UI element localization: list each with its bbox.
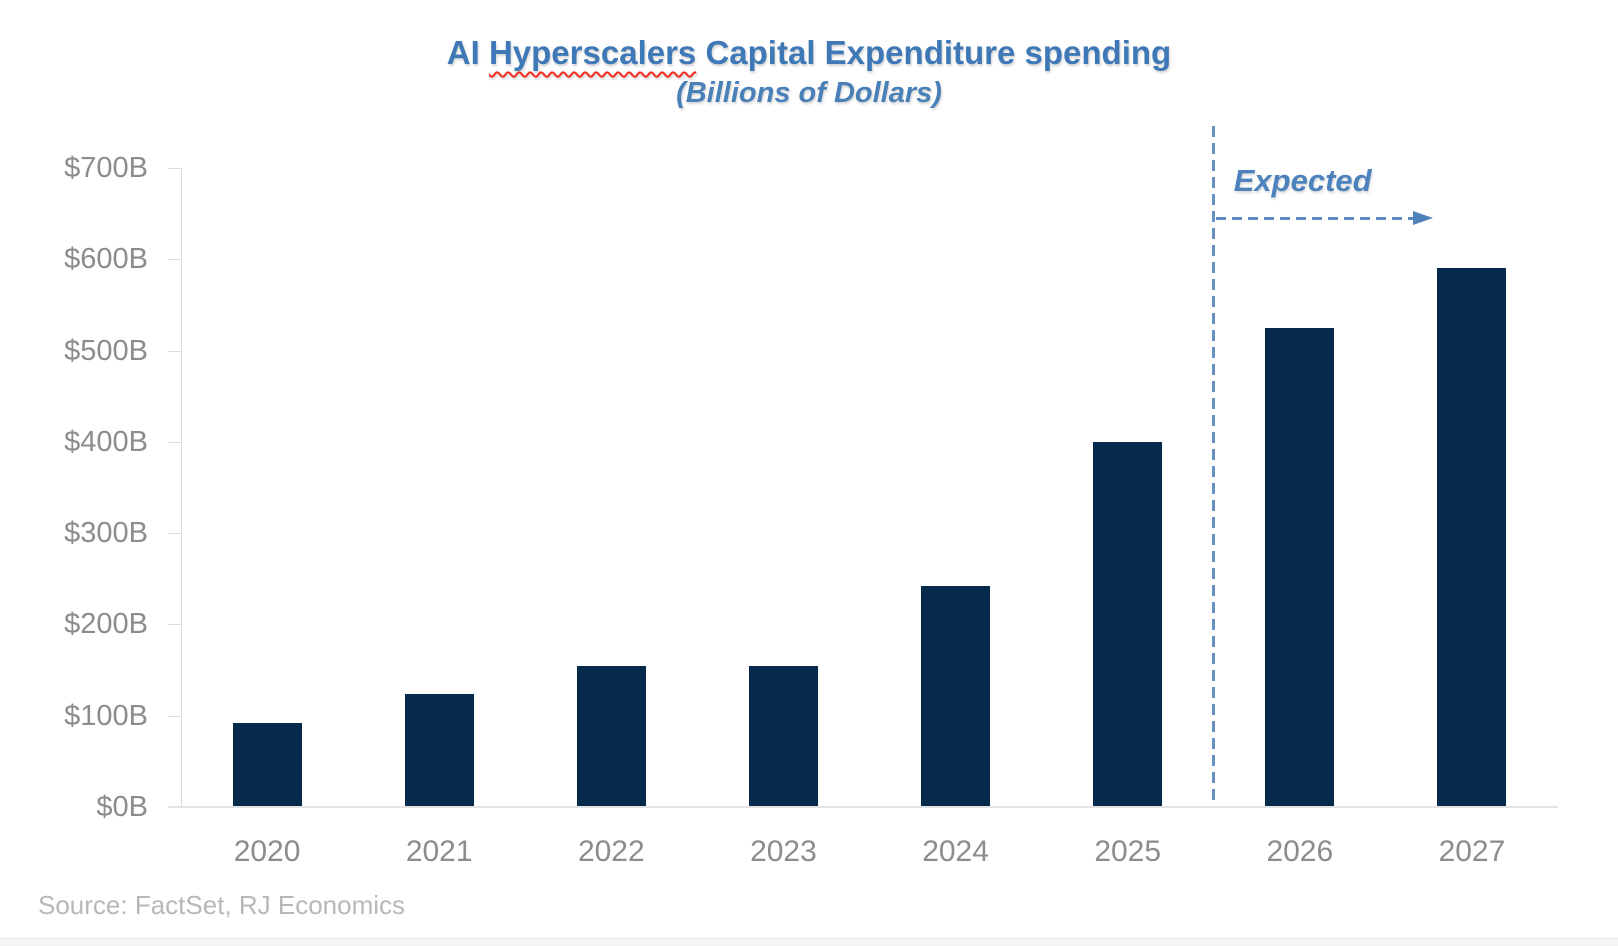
x-axis-label-2024: 2024	[922, 835, 989, 868]
x-axis-label-2023: 2023	[750, 835, 817, 868]
bar-2021	[404, 694, 474, 806]
chart-title: AI Hyperscalers Capital Expenditure spen…	[0, 34, 1618, 72]
y-axis-tick	[168, 715, 181, 717]
x-axis-label-2022: 2022	[577, 835, 645, 868]
bottom-divider	[0, 938, 1618, 946]
bar-2024	[921, 586, 991, 806]
bar-2023	[748, 666, 818, 806]
y-axis-label: $500B	[64, 334, 148, 367]
y-axis-label: $0B	[96, 791, 148, 823]
y-axis-label: $100B	[64, 699, 148, 732]
bar-2027	[1437, 268, 1507, 806]
y-axis-label: $300B	[64, 517, 148, 550]
y-axis-label: $600B	[64, 243, 148, 276]
bar-2026	[1265, 328, 1335, 806]
x-axis-label-2027: 2027	[1438, 835, 1506, 868]
bar-2022	[576, 666, 646, 806]
x-axis-label-2020: 2020	[233, 835, 301, 868]
y-axis-label: $400B	[64, 425, 148, 458]
expected-arrow-head-icon	[1412, 211, 1433, 225]
x-axis-line	[168, 806, 1558, 808]
x-axis-label-2025: 2025	[1094, 835, 1162, 868]
bar-2020	[232, 723, 302, 806]
y-axis-tick	[168, 259, 181, 261]
title-post: Capital Expenditure spending	[696, 34, 1172, 71]
x-axis-label-2026: 2026	[1266, 835, 1334, 868]
x-axis-label-2021: 2021	[405, 835, 473, 868]
y-axis-tick	[168, 533, 181, 535]
bar-2025	[1093, 442, 1163, 806]
y-axis-label: $200B	[64, 608, 148, 641]
expected-label: Expected	[1233, 163, 1372, 198]
y-axis-tick	[168, 350, 181, 352]
y-axis-label: $700B	[64, 152, 148, 184]
expected-arrow-shaft	[1215, 217, 1413, 220]
y-axis-line	[181, 168, 182, 807]
y-axis-tick	[168, 441, 181, 443]
expected-divider-dashed-line	[1212, 126, 1216, 806]
source-note: Source: FactSet, RJ Economics	[38, 890, 406, 920]
chart-subtitle: (Billions of Dollars)	[676, 77, 942, 109]
y-axis-tick	[168, 168, 181, 169]
title-pre: AI	[446, 34, 489, 71]
title-block: AI Hyperscalers Capital Expenditure spen…	[0, 34, 1618, 110]
title-misspelled-word: Hyperscalers	[488, 34, 697, 71]
y-axis-tick	[168, 624, 181, 626]
